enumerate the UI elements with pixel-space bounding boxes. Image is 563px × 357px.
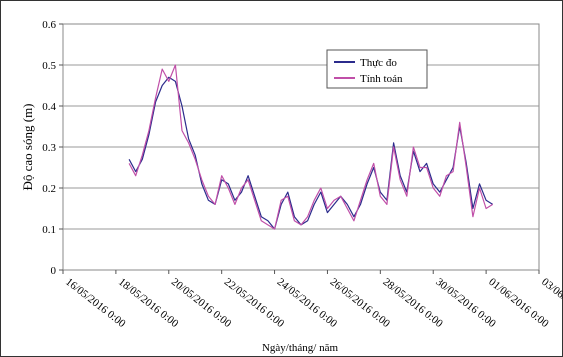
y-axis-title: Độ cao sóng (m) xyxy=(20,103,35,190)
y-tick-label: 0.4 xyxy=(42,101,56,113)
legend: Thực đo Tính toán xyxy=(326,49,428,89)
series-line-measured xyxy=(128,76,494,230)
y-tick-label: 0.3 xyxy=(42,142,56,154)
y-tick-label: 0 xyxy=(51,265,57,277)
series-lines xyxy=(128,64,494,230)
y-tick-label: 0.5 xyxy=(42,60,56,72)
gridlines xyxy=(63,64,539,230)
x-axis-title: Ngày/tháng/ năm xyxy=(262,342,339,354)
legend-box xyxy=(326,49,428,89)
series-line-computed xyxy=(128,64,494,230)
legend-label-measured: Thực đo xyxy=(360,57,397,69)
y-axis-ticks: 0 0.1 0.2 0.3 0.4 0.5 0.6 xyxy=(42,19,63,277)
y-tick-label: 0.6 xyxy=(42,19,56,31)
legend-label-computed: Tính toán xyxy=(360,73,403,85)
y-tick-label: 0.1 xyxy=(42,224,56,236)
y-tick-label: 0.2 xyxy=(42,183,56,195)
